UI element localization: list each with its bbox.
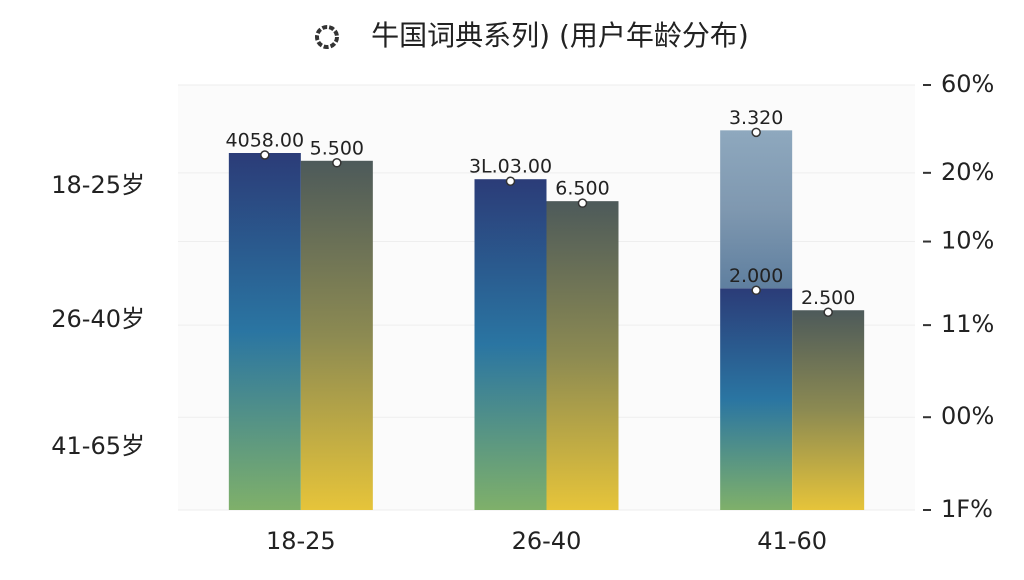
- chart-title: 牛国词典系列) (用户年龄分布): [371, 19, 749, 52]
- bar: [474, 179, 547, 511]
- y-tick-label: 20%: [941, 158, 994, 186]
- data-label: 5.500: [310, 137, 364, 159]
- row-label: 41-65岁: [51, 432, 145, 460]
- bar: [720, 288, 793, 510]
- row-label: 26-40岁: [51, 305, 145, 333]
- x-tick-label: 41-60: [757, 527, 827, 555]
- bar: [792, 310, 865, 510]
- label-dot: [751, 127, 761, 138]
- label-dot: [260, 150, 270, 160]
- bar: [720, 130, 793, 289]
- x-tick-label: 18-25: [266, 527, 336, 555]
- data-label: 2.500: [801, 287, 855, 309]
- label-dot: [505, 176, 516, 186]
- x-tick-label: 26-40: [512, 527, 582, 555]
- label-dot: [823, 307, 833, 317]
- bar: [546, 201, 619, 510]
- y-tick-label: 00%: [941, 402, 994, 430]
- row-label: 18-25岁: [51, 171, 145, 199]
- data-label: 2.000: [729, 265, 783, 287]
- bar: [300, 160, 373, 510]
- y-tick-label: 11%: [941, 310, 994, 338]
- label-dot: [751, 285, 761, 296]
- y-tick-label: 60%: [941, 70, 994, 98]
- y-tick-label: 1F%: [941, 495, 993, 523]
- title-icon: [315, 25, 339, 49]
- y-tick-label: 10%: [941, 227, 994, 255]
- data-label: 4058.00: [226, 130, 305, 152]
- data-label: 3L.03.00: [469, 156, 552, 178]
- label-dot: [577, 198, 588, 208]
- bar: [228, 153, 301, 510]
- label-dot: [332, 158, 342, 168]
- data-label: 6.500: [555, 178, 609, 200]
- data-label: 3.320: [729, 107, 783, 129]
